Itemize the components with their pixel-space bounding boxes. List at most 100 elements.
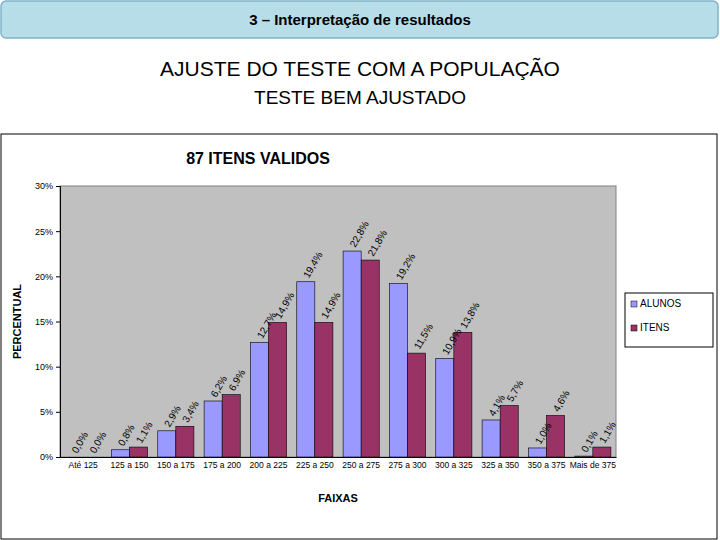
slide-subtitle: TESTE BEM AJUSTADO [254,87,466,108]
bars [111,251,610,457]
x-tick-label: 325 a 350 [481,460,519,470]
bar [250,342,268,457]
legend-swatch [631,325,637,331]
y-tick-label: 20% [35,272,53,282]
data-label: 22,8% [347,219,371,249]
data-label: 21,8% [365,228,389,258]
legend-label: ALUNOS [640,298,681,309]
y-tick: 5% [40,407,60,417]
y-tick: 20% [35,272,60,282]
x-tick-label: 275 a 300 [389,460,427,470]
y-tick: 0% [40,452,60,462]
bar [222,395,240,457]
x-tick-label: 150 a 175 [157,460,195,470]
bar [83,457,101,458]
data-label: 10,9% [440,326,464,356]
bar [315,322,333,457]
y-tick-mark [56,276,60,277]
x-axis: Até 125 125 a 150 150 a 175 175 a 200 200 a … [61,457,617,470]
chart-title: 87 ITENS VALIDOS [186,150,330,167]
y-axis-title: PERCENTUAL [11,284,23,359]
y-tick-mark [56,457,60,458]
bar [204,401,222,457]
bar [111,450,129,457]
x-tick: 250 a 275 [342,457,380,470]
bar [593,447,611,457]
bar [343,251,361,457]
bar [158,431,176,457]
data-label: 0,0% [69,430,90,455]
data-label: 2,9% [162,403,183,428]
data-label: 6,9% [226,367,247,392]
bar [454,332,472,457]
bar [297,282,315,457]
x-tick-label: Até 125 [69,460,99,470]
y-tick: 25% [35,227,60,237]
bar [389,284,407,457]
y-tick-label: 25% [35,227,53,237]
y-tick-label: 0% [40,452,53,462]
x-tick-label: Mais de 375 [570,460,617,470]
x-tick: Mais de 375 [570,457,617,470]
x-tick: 125 a 150 [111,457,149,470]
y-tick-label: 30% [35,181,53,191]
data-label: 5,7% [504,378,525,403]
y-tick-label: 15% [35,317,53,327]
x-tick: 325 a 350 [481,457,519,470]
chart-frame [1,134,717,539]
x-tick: Até 125 [69,457,99,470]
bar-series [130,260,611,457]
data-label: 11,5% [412,322,435,352]
legend: ALUNOSITENS [625,293,713,347]
data-label: 0,8% [116,422,137,447]
bar [130,447,148,457]
y-axis-line [56,187,61,458]
legend-swatch [631,301,637,307]
y-axis: 0% 5% 10% 15% 20% 25% 30% [35,181,61,462]
bar [500,406,518,457]
y-tick-mark [56,412,60,413]
x-tick-label: 175 a 200 [203,460,241,470]
bar [547,415,565,457]
y-tick-label: 10% [35,362,53,372]
y-tick-mark [56,367,60,368]
y-tick-mark [56,231,60,232]
bar [361,260,379,457]
x-tick: 275 a 300 [389,457,427,470]
bar [65,457,83,458]
x-tick: 300 a 325 [435,457,473,470]
y-tick-label: 5% [40,407,53,417]
x-axis-line [61,457,617,458]
bar [176,426,194,457]
legend-box [625,293,713,347]
y-tick: 10% [35,362,60,372]
plot-area [60,186,616,457]
slide: 3 – Interpretação de resultadosAJUSTE DO… [0,0,720,540]
x-tick-label: 250 a 275 [342,460,380,470]
data-label: 19,2% [394,251,418,281]
section-title: 3 – Interpretação de resultados [249,11,471,28]
data-label: 14,9% [273,290,297,320]
data-label: 19,4% [301,250,325,280]
data-label: 0,0% [87,430,108,455]
data-labels: 0,0%0,8%2,9%6,2%12,7%19,4%22,8%19,2%10,9… [69,219,618,455]
x-tick: 225 a 250 [296,457,334,470]
data-label: 4,6% [551,388,572,413]
data-label: 0,1% [579,429,600,454]
x-tick: 350 a 375 [528,457,566,470]
x-tick-label: 225 a 250 [296,460,334,470]
x-tick-label: 125 a 150 [111,460,149,470]
data-label: 3,4% [180,399,201,424]
y-tick: 30% [35,181,60,191]
y-tick-mark [56,186,60,187]
data-label: 1,1% [134,420,155,445]
bar-series [111,251,592,457]
data-label: 14,9% [319,290,343,320]
bar [436,359,454,457]
x-tick: 200 a 225 [250,457,288,470]
x-tick-label: 350 a 375 [528,460,566,470]
x-axis-title: FAIXAS [318,492,358,504]
data-label: 13,8% [458,300,482,330]
x-tick: 150 a 175 [157,457,195,470]
data-label: 1,0% [533,421,554,446]
